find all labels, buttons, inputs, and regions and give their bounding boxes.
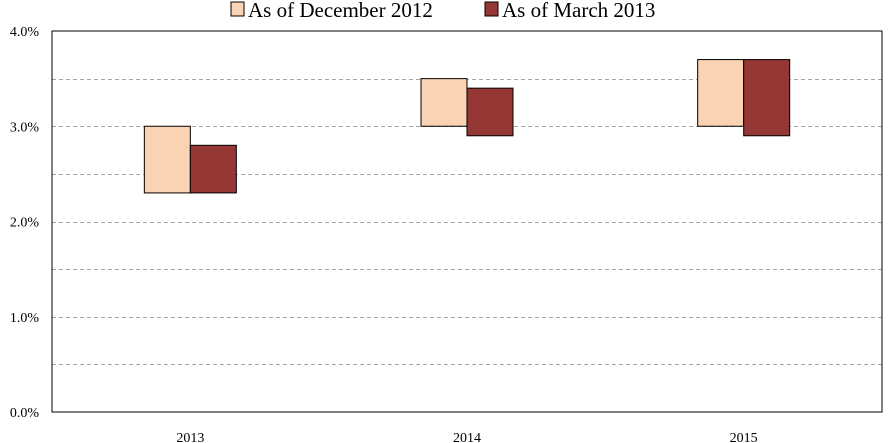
bar-march-2013-2015 [743,59,791,137]
x-tick-label: 2014 [453,431,481,443]
legend-item-december-2012: As of December 2012 [230,0,433,22]
legend-item-march-2013: As of March 2013 [484,0,655,22]
bar-december-2012-2015 [697,59,745,127]
legend-swatch-december-2012 [230,1,245,17]
y-tick-label: 1.0% [10,311,40,326]
legend-label-december-2012: As of December 2012 [248,0,433,22]
bar-december-2012-2013 [143,125,191,194]
legend-swatch-march-2013 [484,1,499,17]
bars [143,59,791,194]
y-axis-tick-labels: 0.0% 1.0% 2.0% 3.0% 4.0% [10,25,40,421]
bar-march-2013-2014 [466,87,514,137]
plot-area-frame [51,30,883,413]
y-tick-label: 4.0% [10,25,40,40]
y-tick-label: 3.0% [10,120,40,135]
bar-march-2013-2013 [189,144,237,194]
x-axis-tick-labels: 2013 2014 2015 [176,431,757,443]
x-tick-label: 2015 [730,431,758,443]
x-tick-label: 2013 [176,431,204,443]
legend-label-march-2013: As of March 2013 [502,0,655,22]
bar-december-2012-2014 [420,78,468,127]
y-tick-label: 2.0% [10,216,40,231]
y-tick-label: 0.0% [10,406,40,421]
legend: As of December 2012 As of March 2013 [230,0,655,22]
